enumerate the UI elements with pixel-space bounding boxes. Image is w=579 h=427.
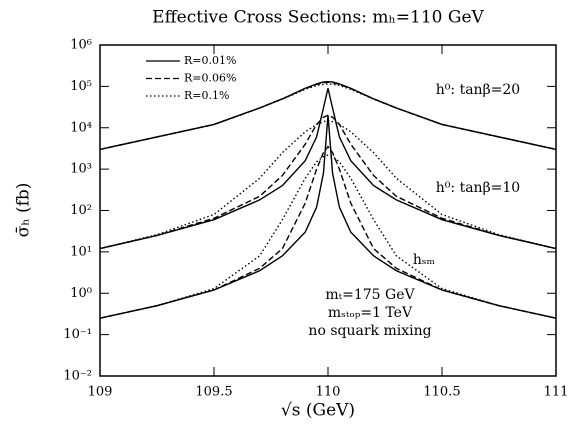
y-tick-label: 10⁻² xyxy=(63,369,92,384)
curve xyxy=(99,115,557,319)
legend-label: R=0.01% xyxy=(184,54,236,67)
curve xyxy=(99,145,557,319)
curve xyxy=(99,154,557,319)
chart-title: Effective Cross Sections: mₕ=110 GeV xyxy=(152,8,484,28)
y-tick-label: 10⁻¹ xyxy=(63,327,92,342)
y-tick-label: 10⁴ xyxy=(70,120,92,135)
y-axis-label: σ̄ₕ (fb) xyxy=(14,183,34,238)
x-tick-label: 109 xyxy=(88,385,113,400)
x-axis-label: √s (GeV) xyxy=(281,401,355,421)
annotation: mₜ=175 GeV xyxy=(325,287,415,303)
annotation: no squark mixing xyxy=(308,323,431,339)
y-tick-label: 10² xyxy=(70,203,92,218)
y-tick-label: 10⁶ xyxy=(70,38,92,53)
curve-label: hₛₘ xyxy=(413,252,436,268)
y-tick-label: 10³ xyxy=(70,162,92,177)
x-tick-label: 110.5 xyxy=(423,385,460,400)
y-tick-label: 10¹ xyxy=(70,244,92,259)
curve xyxy=(99,83,557,151)
x-tick-label: 109.5 xyxy=(195,385,232,400)
curve-label: h⁰: tanβ=10 xyxy=(436,180,520,196)
curve xyxy=(99,88,557,250)
legend-label: R=0.06% xyxy=(184,72,236,85)
y-tick-label: 10⁵ xyxy=(70,79,92,94)
x-tick-label: 111 xyxy=(544,385,569,400)
legend-label: R=0.1% xyxy=(184,89,229,102)
y-tick-label: 10⁰ xyxy=(70,286,92,301)
annotation: mₛₜₒₚ=1 TeV xyxy=(328,305,413,321)
curve-label: h⁰: tanβ=20 xyxy=(436,82,520,98)
x-tick-label: 110 xyxy=(316,385,341,400)
